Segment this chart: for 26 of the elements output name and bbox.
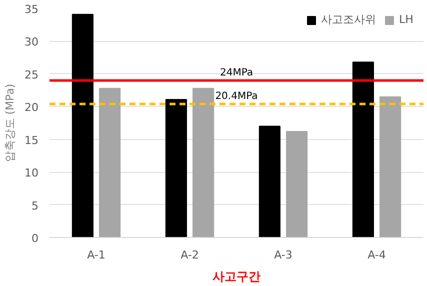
y-tick-label: 25	[24, 68, 39, 82]
x-tick-label: A-2	[180, 248, 199, 262]
y-axis-title: 압축강도 (MPa)	[4, 84, 17, 162]
ref-line-label: 20.4MPa	[215, 91, 258, 102]
y-tick-label: 15	[24, 134, 39, 147]
x-tick-label: A-1	[87, 248, 106, 262]
y-tick-label: 10	[24, 166, 39, 180]
ref-line-label: 24MPa	[220, 67, 254, 78]
legend-label: 사고조사위	[321, 12, 376, 27]
y-tick-label: 35	[24, 3, 39, 16]
legend-label: LH	[399, 13, 414, 26]
x-tick-label: A-4	[368, 248, 386, 262]
bar	[380, 96, 402, 238]
x-tick-label: A-3	[274, 248, 292, 262]
y-tick-label: 20	[24, 101, 39, 114]
bar	[258, 126, 280, 238]
bar	[286, 131, 308, 238]
y-tick-label: 5	[32, 199, 38, 212]
bar	[72, 14, 94, 238]
bar	[165, 98, 187, 238]
bar	[192, 88, 214, 238]
y-tick-label: 0	[32, 232, 38, 245]
bar	[352, 62, 374, 238]
y-tick-label: 30	[24, 36, 39, 49]
bar	[99, 88, 121, 238]
x-axis-title: 사고구간	[212, 270, 260, 284]
